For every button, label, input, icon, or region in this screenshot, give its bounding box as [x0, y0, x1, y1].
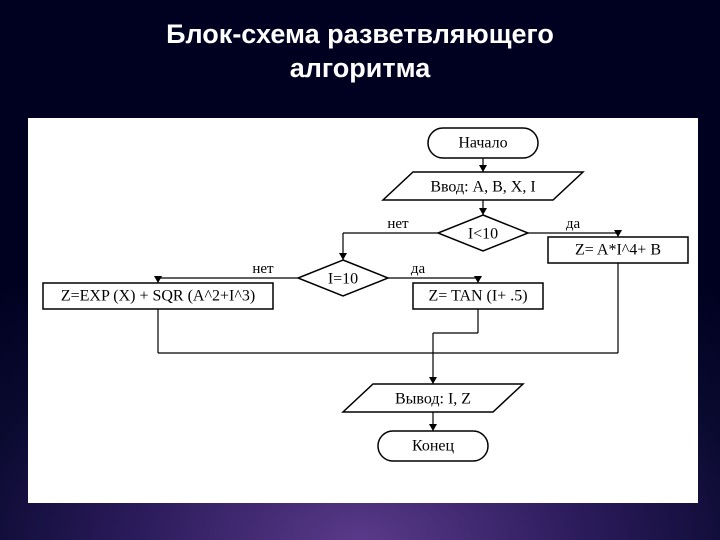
title-line-2: алгоритма: [0, 52, 720, 86]
arrow-start-input: [479, 165, 487, 172]
node-zleft-label: Z=EXP (X) + SQR (A^2+I^3): [61, 288, 255, 305]
label-no2: нет: [252, 261, 274, 277]
slide-title: Блок-схема разветвляющего алгоритма: [0, 18, 720, 86]
arrow-output-end: [429, 424, 437, 431]
node-start-label: Начало: [458, 135, 507, 152]
node-output-label: Вывод: I, Z: [395, 391, 471, 408]
node-dec2-label: I=10: [328, 271, 358, 288]
node-dec1-label: I<10: [468, 226, 498, 243]
label-yes1: да: [566, 216, 581, 232]
flowchart-svg: Начало Ввод: A, B, X, I I<10 I=10 Z= A*I…: [28, 118, 698, 503]
node-input-label: Ввод: A, B, X, I: [430, 179, 535, 196]
arrow-dec2-yes: [474, 276, 482, 283]
node-end-label: Конец: [412, 438, 455, 455]
arrow-merge-output: [429, 377, 437, 384]
flowchart-container: Начало Ввод: A, B, X, I I<10 I=10 Z= A*I…: [28, 118, 698, 503]
arrow-dec1-no: [339, 253, 347, 260]
node-zright-label: Z= A*I^4+ B: [575, 242, 661, 259]
arrow-input-dec1: [479, 208, 487, 215]
label-yes2: да: [411, 261, 426, 277]
node-zmid-label: Z= TAN (I+ .5): [428, 288, 527, 305]
label-no1: нет: [387, 216, 409, 232]
title-line-1: Блок-схема разветвляющего: [0, 18, 720, 52]
arrow-dec2-no: [154, 276, 162, 283]
